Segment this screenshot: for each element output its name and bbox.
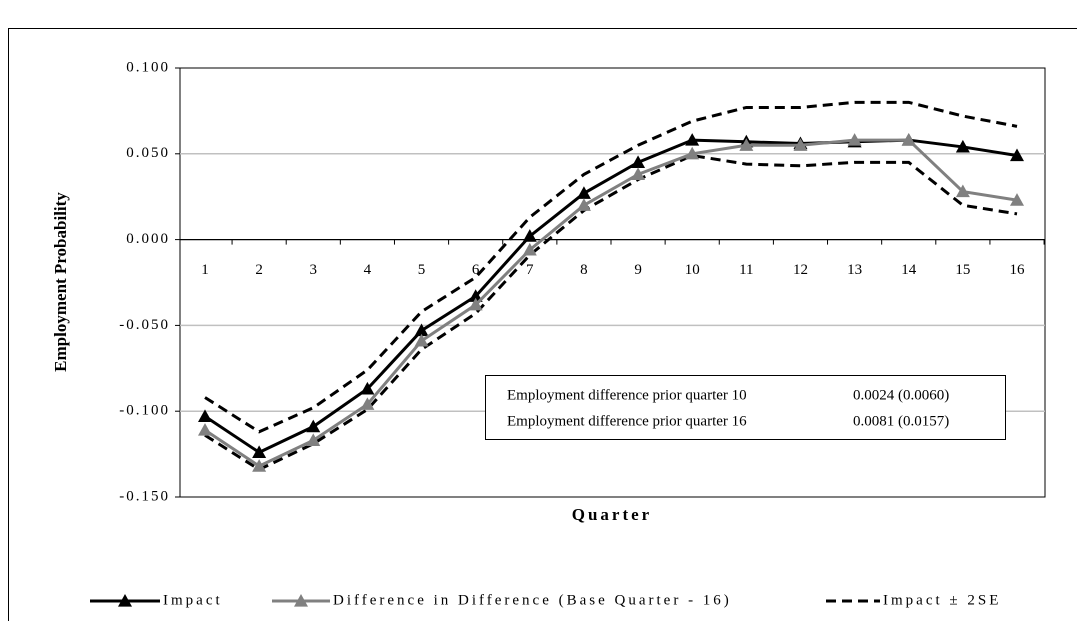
- x-tick-label: 3: [310, 262, 318, 278]
- point-marker: [576, 186, 591, 199]
- point-marker: [468, 297, 483, 311]
- legend-marker: [294, 594, 308, 607]
- legend-marker: [118, 594, 132, 607]
- x-tick-label: 6: [472, 262, 480, 278]
- series-line: [204, 100, 1018, 434]
- annotation-value: 0.0081 (0.0157): [853, 413, 949, 429]
- y-tick-label: 0.100: [126, 59, 170, 75]
- y-tick-label: -0.100: [119, 403, 170, 419]
- point-marker: [198, 409, 212, 422]
- y-axis-title: Employment Probability: [51, 192, 70, 372]
- point-marker: [685, 146, 700, 160]
- x-tick-label: 10: [685, 262, 700, 278]
- point-marker: [1010, 193, 1024, 206]
- x-tick-label: 5: [418, 262, 426, 278]
- x-tick-label: 1: [201, 262, 209, 278]
- series-line: [204, 153, 1018, 472]
- point-marker: [306, 419, 321, 433]
- x-tick-label: 15: [955, 262, 970, 278]
- point-marker: [360, 397, 375, 410]
- legend-label: Impact ± 2SE: [883, 592, 1001, 608]
- point-marker: [306, 433, 321, 446]
- point-marker: [360, 381, 375, 395]
- plot-area: [179, 67, 1046, 498]
- point-marker: [793, 138, 808, 151]
- series-line: [204, 138, 1018, 468]
- x-tick-label: 13: [847, 262, 862, 278]
- y-tick-label: -0.050: [119, 317, 170, 333]
- x-tick-label: 8: [580, 262, 588, 278]
- legend-label: Difference in Difference (Base Quarter -…: [333, 592, 732, 608]
- point-marker: [576, 198, 591, 211]
- point-marker: [955, 139, 970, 153]
- point-marker: [739, 138, 754, 151]
- point-marker: [631, 167, 646, 180]
- point-marker: [468, 289, 483, 302]
- point-marker: [252, 459, 267, 472]
- annotation-box: [485, 375, 1006, 440]
- point-marker: [847, 133, 862, 146]
- x-tick-label: 4: [364, 262, 372, 278]
- point-marker: [198, 423, 212, 436]
- point-marker: [414, 333, 429, 347]
- point-marker: [522, 242, 537, 256]
- point-marker: [955, 184, 970, 198]
- x-tick-label: 12: [793, 262, 808, 278]
- point-marker: [522, 229, 537, 242]
- x-tick-label: 14: [901, 262, 917, 278]
- annotation-value: 0.0024 (0.0060): [853, 387, 949, 403]
- y-tick-label: 0.050: [126, 145, 170, 161]
- point-marker: [901, 133, 916, 146]
- y-tick-label: 0.000: [126, 231, 170, 247]
- annotation-label: Employment difference prior quarter 10: [507, 387, 747, 403]
- point-marker: [685, 133, 700, 146]
- y-tick-label: -0.150: [119, 488, 170, 504]
- annotation-label: Employment difference prior quarter 16: [507, 413, 747, 429]
- x-tick-label: 16: [1010, 262, 1026, 278]
- legend-label: Impact: [163, 592, 223, 608]
- x-tick-label: 9: [634, 262, 642, 278]
- chart-frame: [8, 28, 1077, 621]
- point-marker: [252, 445, 267, 458]
- point-marker: [1010, 148, 1024, 162]
- point-marker: [631, 155, 646, 168]
- x-tick-label: 2: [255, 262, 263, 278]
- x-tick-label: 7: [526, 262, 534, 278]
- x-tick-label: 11: [739, 262, 753, 278]
- point-marker: [414, 323, 429, 337]
- x-axis-title: Quarter: [572, 505, 652, 524]
